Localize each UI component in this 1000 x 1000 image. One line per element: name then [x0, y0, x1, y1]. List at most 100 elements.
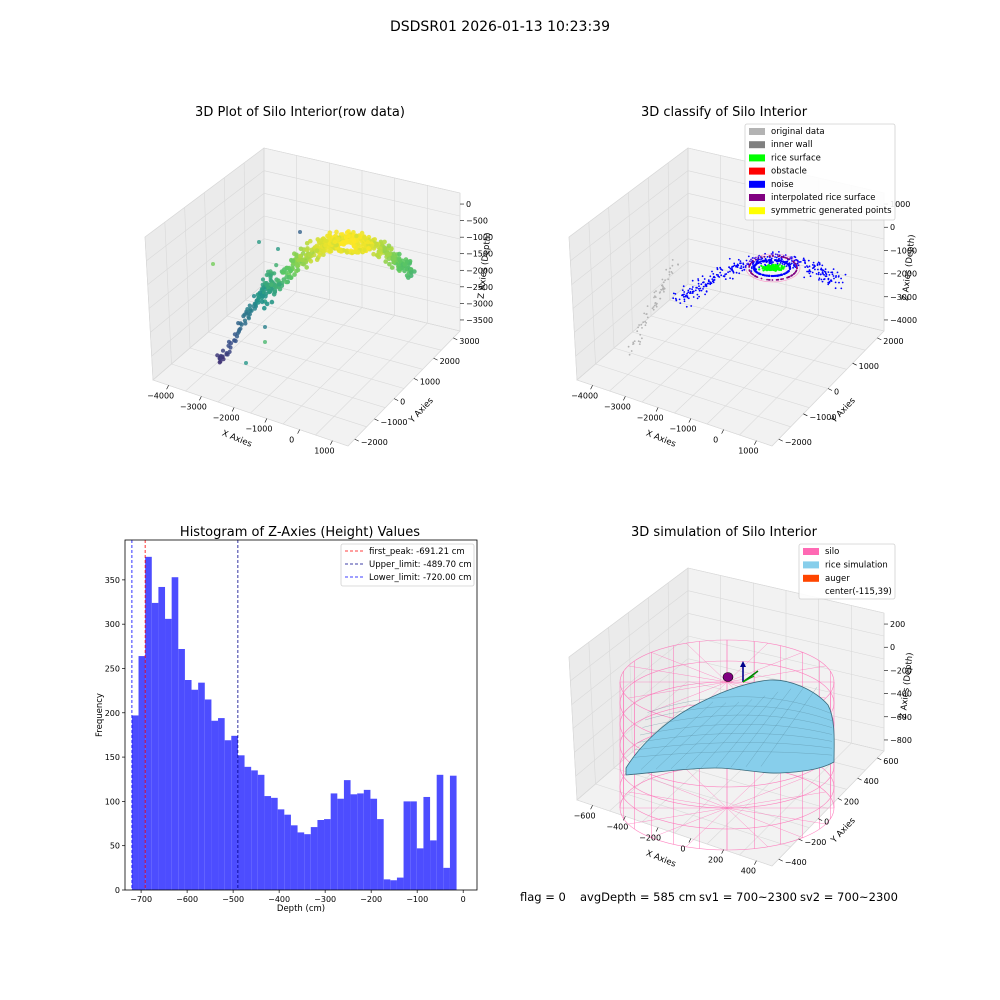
- raw-point: [268, 269, 273, 274]
- raw-ytick-mark: [453, 337, 458, 341]
- original-data-point: [663, 290, 665, 293]
- noise-point: [700, 289, 703, 292]
- classify-xtick-label: 0: [713, 436, 718, 445]
- raw-point: [344, 250, 350, 255]
- noise-point: [716, 268, 719, 271]
- hist-bar: [370, 798, 378, 890]
- noise-point: [702, 288, 704, 290]
- noise-point: [742, 266, 745, 269]
- sim-xtick-label: −200: [639, 833, 661, 842]
- legend-swatch: [749, 180, 765, 188]
- raw-ztick-label: −2500: [466, 283, 493, 292]
- hist-xtick-label: −400: [268, 895, 290, 904]
- raw-point: [382, 239, 387, 245]
- rice-mesh-line: [637, 733, 833, 743]
- interpolated-point: [792, 260, 795, 263]
- raw-point: [412, 269, 417, 274]
- interpolated-point: [795, 264, 798, 267]
- rice-surface-point: [771, 263, 774, 266]
- original-data-point: [646, 316, 649, 319]
- rice-surface-point: [762, 269, 765, 272]
- classify-xtick-mark: [655, 407, 659, 412]
- legend-label: center(-115,39): [825, 587, 892, 597]
- hist-bar: [317, 820, 325, 890]
- rice-mesh-line: [632, 751, 833, 758]
- grid-line: [570, 590, 689, 682]
- noise-point: [731, 269, 734, 272]
- legend-label: rice surface: [771, 153, 821, 163]
- original-data-point: [671, 259, 674, 261]
- legend-label: original data: [771, 127, 825, 137]
- original-data-point: [652, 308, 655, 311]
- hist-frame: [124, 539, 478, 891]
- grid-line: [687, 283, 885, 332]
- raw-point: [396, 256, 402, 261]
- sim-ztick-label: −200: [890, 666, 912, 675]
- original-data-point: [637, 326, 639, 329]
- raw-point: [353, 249, 359, 255]
- noise-point: [776, 262, 779, 265]
- hist-bar: [264, 796, 272, 890]
- original-data-point: [655, 290, 657, 292]
- noise-point: [762, 259, 765, 263]
- hist-bar: [443, 867, 450, 890]
- noise-point: [736, 263, 739, 266]
- noise-point: [699, 287, 702, 290]
- raw-ztick-label: −500: [466, 217, 488, 226]
- silo-floor-wire: [726, 778, 803, 809]
- panel-classify: 3D classify of Silo Interior −4000−3000−…: [568, 105, 918, 456]
- noise-point: [785, 265, 788, 267]
- sim-legend-box: [798, 543, 896, 600]
- sim-xtick-mark: [754, 860, 757, 865]
- raw-point: [374, 242, 380, 247]
- noise-point: [731, 265, 734, 268]
- raw-point: [256, 296, 261, 301]
- raw-point: [236, 329, 241, 334]
- raw-point: [397, 251, 402, 257]
- interpolated-point: [766, 278, 768, 281]
- noise-point: [813, 266, 816, 268]
- noise-point: [836, 271, 839, 274]
- noise-point: [804, 266, 807, 268]
- sim-xtick-label: 0: [680, 845, 685, 854]
- noise-point: [696, 293, 699, 296]
- raw-point: [338, 249, 343, 254]
- hist-ytick-label: 250: [105, 664, 120, 673]
- noise-point: [763, 274, 767, 277]
- noise-point: [695, 286, 698, 289]
- raw-point: [236, 321, 241, 326]
- rice-mesh-line: [715, 691, 779, 768]
- sim-ytick-mark: [818, 818, 823, 821]
- interpolated-point: [785, 257, 787, 259]
- noise-point: [689, 287, 691, 290]
- classify-zlabel: Z Axies (Depth): [901, 234, 918, 301]
- sim-ytick-mark: [798, 838, 803, 842]
- noise-point: [753, 268, 756, 272]
- legend-label: silo: [825, 547, 839, 557]
- original-data-point: [633, 340, 636, 343]
- raw-point: [246, 316, 251, 321]
- legend-swatch: [749, 141, 765, 149]
- noise-point: [722, 275, 725, 277]
- grid-line: [570, 170, 689, 262]
- noise-point: [804, 260, 806, 262]
- noise-point: [738, 272, 741, 275]
- raw-xtick-mark: [166, 385, 169, 390]
- grid-line: [568, 567, 689, 658]
- noise-point: [691, 279, 694, 282]
- noise-point: [770, 274, 774, 278]
- noise-point: [783, 263, 786, 266]
- legend-label: inner wall: [771, 140, 812, 150]
- silo-cap-wire: [726, 652, 803, 683]
- hist-bar: [178, 648, 185, 890]
- hist-bar: [165, 618, 172, 890]
- raw-point: [304, 247, 310, 253]
- raw-ytick-label: −2000: [361, 438, 388, 447]
- noise-point: [840, 287, 843, 290]
- noise-point: [687, 291, 690, 294]
- original-data-point: [661, 278, 664, 281]
- raw-xtick-mark: [297, 429, 300, 434]
- original-data-point: [636, 330, 639, 333]
- noise-point: [727, 271, 729, 274]
- sim-xtick-label: −400: [606, 822, 628, 831]
